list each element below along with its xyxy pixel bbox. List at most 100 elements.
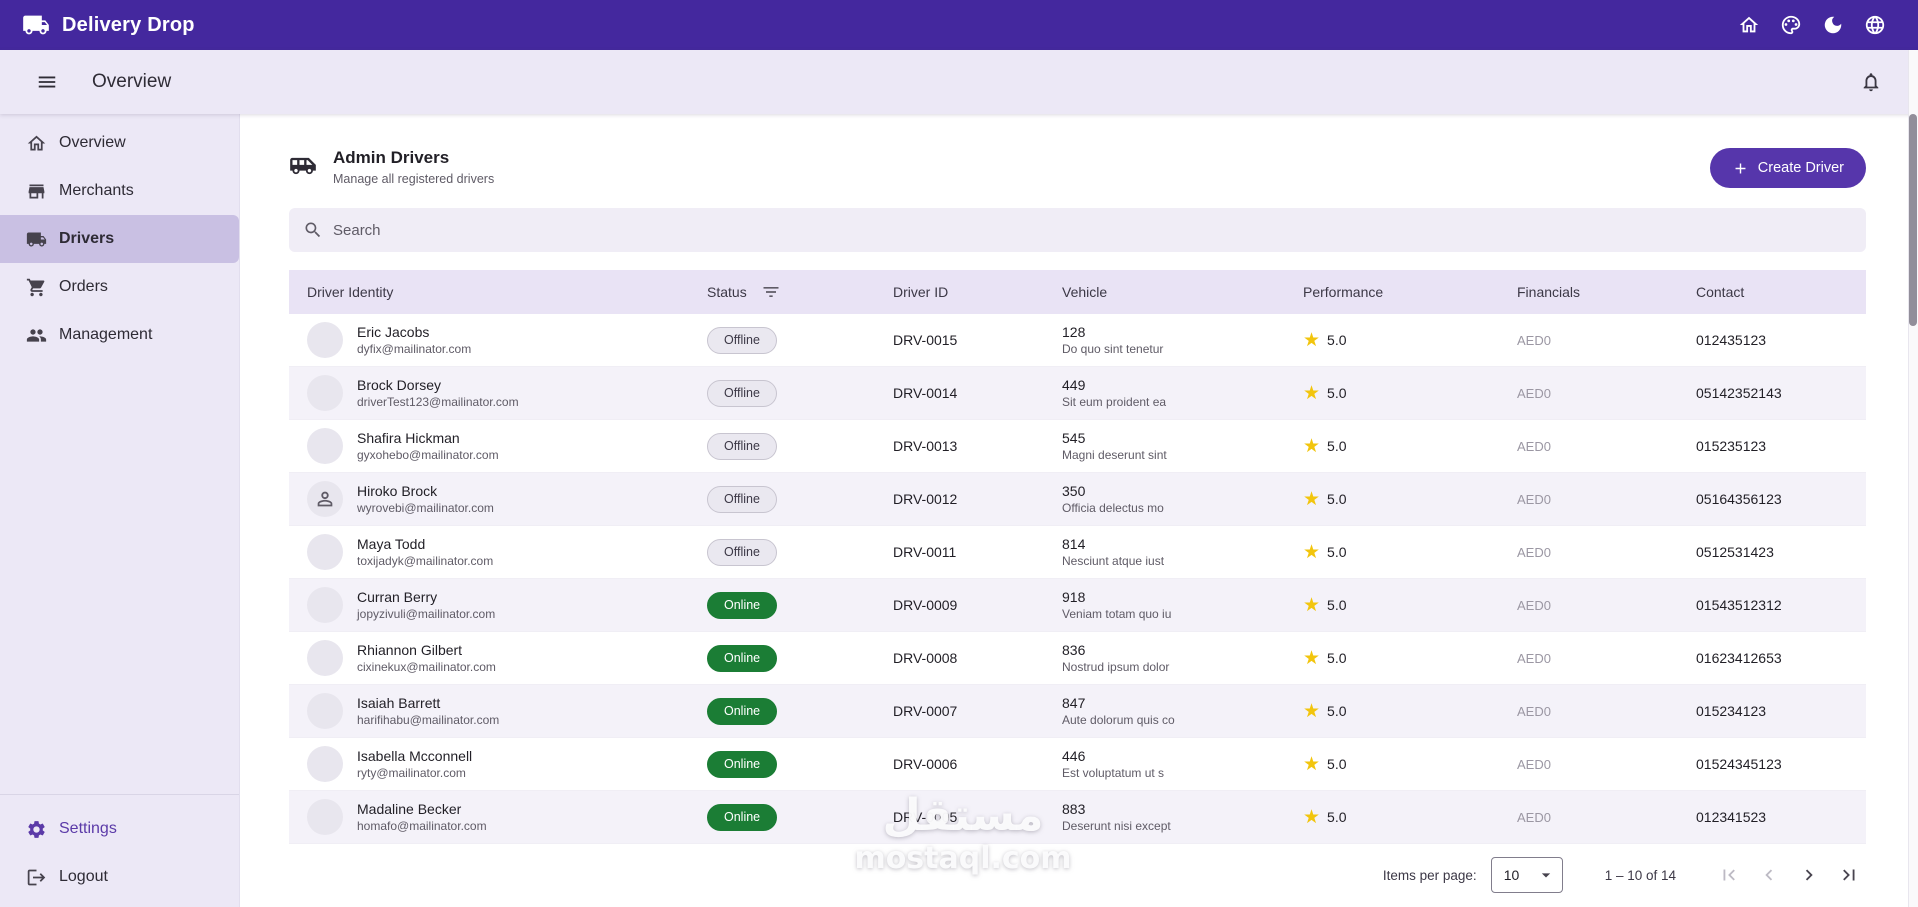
table-footer: Items per page: 10 1 – 10 of 14 bbox=[289, 844, 1866, 906]
sidebar-item-settings[interactable]: Settings bbox=[0, 805, 239, 853]
status-badge: Offline bbox=[707, 326, 777, 354]
home-icon[interactable] bbox=[1728, 4, 1770, 46]
filter-icon[interactable] bbox=[761, 282, 781, 302]
performance-cell: 5.0 bbox=[1303, 490, 1517, 509]
truck-icon bbox=[26, 232, 47, 246]
driver-name: Hiroko Brock bbox=[357, 483, 438, 499]
sidebar-item-drivers[interactable]: Drivers bbox=[0, 215, 239, 263]
avatar bbox=[307, 799, 343, 835]
vertical-scrollbar[interactable] bbox=[1908, 50, 1918, 907]
items-per-page-label: Items per page: bbox=[1382, 867, 1477, 883]
performance-cell: 5.0 bbox=[1303, 808, 1517, 827]
vehicle-number: 545 bbox=[1062, 430, 1086, 446]
vehicle-number: 446 bbox=[1062, 748, 1086, 764]
sidebar-item-management[interactable]: Management bbox=[0, 311, 239, 359]
section-subtitle: Manage all registered drivers bbox=[333, 172, 495, 186]
sidebar-item-orders[interactable]: Orders bbox=[0, 263, 239, 311]
table-row[interactable]: Madaline Becker homafo@mailinator.com On… bbox=[289, 791, 1866, 844]
sidebar-item-label: Orders bbox=[59, 278, 108, 295]
vehicle-number: 847 bbox=[1062, 695, 1086, 711]
sidebar-item-overview[interactable]: Overview bbox=[0, 119, 239, 167]
table-row[interactable]: Isaiah Barrett harifihabu@mailinator.com… bbox=[289, 685, 1866, 738]
palette-icon[interactable] bbox=[1770, 4, 1812, 46]
driver-identity-cell: Madaline Becker homafo@mailinator.com bbox=[289, 799, 707, 835]
table-row[interactable]: Isabella Mcconnell ryty@mailinator.com O… bbox=[289, 738, 1866, 791]
financials-value: AED0 bbox=[1517, 438, 1551, 454]
drivers-table: Driver Identity Status Driver ID Vehicle… bbox=[289, 270, 1866, 844]
search-input[interactable] bbox=[333, 221, 1852, 239]
scrollbar-thumb[interactable] bbox=[1909, 114, 1917, 326]
notifications-bell-icon[interactable] bbox=[1850, 61, 1892, 103]
financials-value: AED0 bbox=[1517, 491, 1551, 507]
vehicle-description: Est voluptatum ut s bbox=[1062, 766, 1165, 780]
status-cell: Online bbox=[707, 697, 893, 725]
avatar bbox=[307, 587, 343, 623]
star-icon bbox=[1303, 437, 1320, 456]
column-header-status: Status bbox=[707, 282, 893, 302]
financials-value: AED0 bbox=[1517, 703, 1551, 719]
vehicle-number: 128 bbox=[1062, 324, 1086, 340]
driver-name: Curran Berry bbox=[357, 589, 438, 605]
table-row[interactable]: Rhiannon Gilbert cixinekux@mailinator.co… bbox=[289, 632, 1866, 685]
items-per-page-select[interactable]: 10 bbox=[1490, 857, 1563, 893]
driver-email: harifihabu@mailinator.com bbox=[357, 713, 500, 727]
performance-cell: 5.0 bbox=[1303, 543, 1517, 562]
people-icon bbox=[26, 328, 47, 342]
table-row[interactable]: Shafira Hickman gyxohebo@mailinator.com … bbox=[289, 420, 1866, 473]
table-row[interactable]: Eric Jacobs dyfix@mailinator.com Offline… bbox=[289, 314, 1866, 367]
driver-id-value: DRV-0015 bbox=[893, 332, 958, 348]
sidebar-item-merchants[interactable]: Merchants bbox=[0, 167, 239, 215]
page-title: Overview bbox=[92, 71, 172, 92]
contact-value: 05142352143 bbox=[1696, 385, 1782, 401]
vehicle-description: Nostrud ipsum dolor bbox=[1062, 660, 1170, 674]
status-badge: Online bbox=[707, 750, 778, 778]
avatar bbox=[307, 428, 343, 464]
vehicle-cell: 836 Nostrud ipsum dolor bbox=[1062, 642, 1303, 674]
rating-value: 5.0 bbox=[1327, 756, 1347, 772]
table-row[interactable]: Hiroko Brock wyrovebi@mailinator.com Off… bbox=[289, 473, 1866, 526]
create-driver-button[interactable]: Create Driver bbox=[1709, 148, 1866, 188]
contact-value: 01623412653 bbox=[1696, 650, 1782, 666]
language-globe-icon[interactable] bbox=[1854, 4, 1896, 46]
driver-id-value: DRV-0011 bbox=[893, 544, 957, 560]
first-page-button[interactable] bbox=[1712, 858, 1746, 892]
status-cell: Offline bbox=[707, 485, 893, 513]
next-page-button[interactable] bbox=[1792, 858, 1826, 892]
secondary-app-bar: Overview bbox=[0, 50, 1918, 114]
vehicle-number: 918 bbox=[1062, 589, 1086, 605]
status-badge: Offline bbox=[707, 379, 777, 407]
vehicle-description: Officia delectus mo bbox=[1062, 501, 1164, 515]
vehicle-cell: 449 Sit eum proident ea bbox=[1062, 377, 1303, 409]
table-row[interactable]: Brock Dorsey driverTest123@mailinator.co… bbox=[289, 367, 1866, 420]
driver-email: jopyzivuli@mailinator.com bbox=[357, 607, 496, 621]
driver-name: Maya Todd bbox=[357, 536, 426, 552]
driver-email: homafo@mailinator.com bbox=[357, 819, 487, 833]
status-cell: Offline bbox=[707, 326, 893, 354]
dark-mode-icon[interactable] bbox=[1812, 4, 1854, 46]
status-cell: Offline bbox=[707, 379, 893, 407]
vehicle-number: 449 bbox=[1062, 377, 1086, 393]
contact-value: 015234123 bbox=[1696, 703, 1767, 719]
column-header-driver-identity: Driver Identity bbox=[307, 284, 394, 300]
sidebar-item-label: Management bbox=[59, 326, 153, 343]
sidebar-item-logout[interactable]: Logout bbox=[0, 853, 239, 901]
status-cell: Online bbox=[707, 591, 893, 619]
vehicle-cell: 446 Est voluptatum ut s bbox=[1062, 748, 1303, 780]
last-page-icon bbox=[1843, 869, 1855, 881]
driver-identity-cell: Hiroko Brock wyrovebi@mailinator.com bbox=[289, 481, 707, 517]
table-row[interactable]: Maya Todd toxijadyk@mailinator.com Offli… bbox=[289, 526, 1866, 579]
menu-hamburger-icon[interactable] bbox=[26, 61, 68, 103]
last-page-button[interactable] bbox=[1832, 858, 1866, 892]
financials-value: AED0 bbox=[1517, 809, 1551, 825]
previous-page-button[interactable] bbox=[1752, 858, 1786, 892]
driver-id-value: DRV-0014 bbox=[893, 385, 958, 401]
avatar bbox=[307, 375, 343, 411]
contact-value: 015235123 bbox=[1696, 438, 1767, 454]
financials-value: AED0 bbox=[1517, 385, 1551, 401]
driver-identity-cell: Maya Todd toxijadyk@mailinator.com bbox=[289, 534, 707, 570]
logout-icon bbox=[27, 869, 46, 885]
table-row[interactable]: Curran Berry jopyzivuli@mailinator.com O… bbox=[289, 579, 1866, 632]
driver-name: Brock Dorsey bbox=[357, 377, 442, 393]
performance-cell: 5.0 bbox=[1303, 702, 1517, 721]
sidebar-footer: Settings Logout bbox=[0, 794, 239, 907]
